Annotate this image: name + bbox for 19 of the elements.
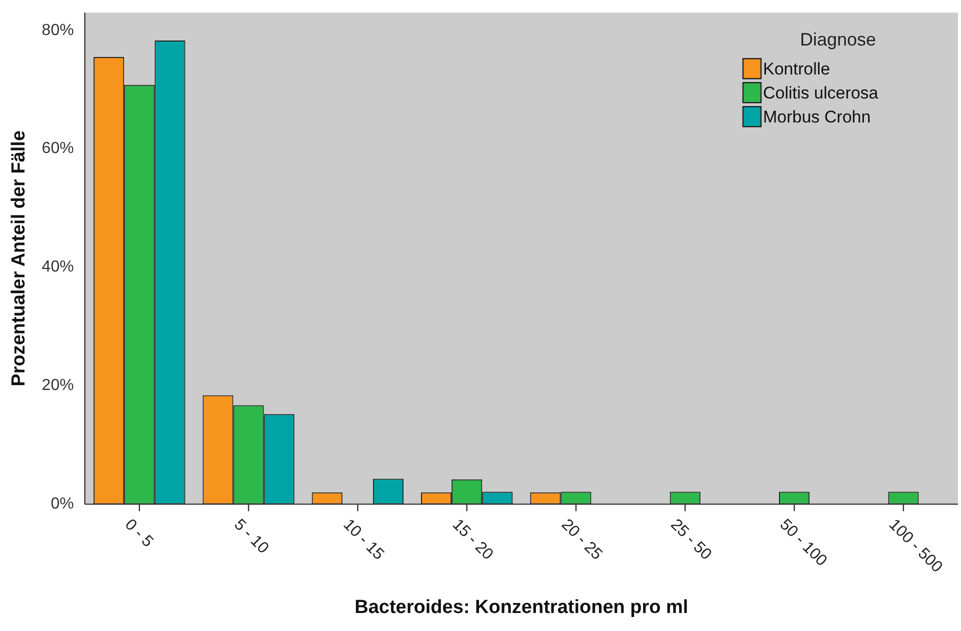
x-tick-label: 0 - 5 xyxy=(121,516,156,551)
x-tick-label: 25 - 50 xyxy=(667,516,715,564)
legend-title: Diagnose xyxy=(800,30,876,50)
legend-label: Colitis ulcerosa xyxy=(763,83,879,102)
legend-label: Morbus Crohn xyxy=(763,107,871,126)
x-tick-label: 5 - 10 xyxy=(230,516,272,558)
y-axis-title: Prozentualer Anteil der Fälle xyxy=(8,130,30,386)
x-axis-title: Bacteroides: Konzentrationen pro ml xyxy=(354,596,688,618)
y-tick-label: 20% xyxy=(42,377,74,394)
x-tick-label: 10 - 15 xyxy=(340,516,388,564)
y-tick-label: 40% xyxy=(42,258,74,276)
y-tick-label: 80% xyxy=(42,22,74,39)
y-tick-label: 0% xyxy=(50,496,74,513)
x-tick-label: 100 - 500 xyxy=(885,516,946,576)
x-tick-label: 50 - 100 xyxy=(776,516,830,570)
x-tick-label: 15 - 20 xyxy=(448,516,496,564)
y-tick-label: 60% xyxy=(42,140,74,158)
legend-label: Kontrolle xyxy=(763,59,830,78)
x-tick-label: 20 - 25 xyxy=(558,516,606,564)
